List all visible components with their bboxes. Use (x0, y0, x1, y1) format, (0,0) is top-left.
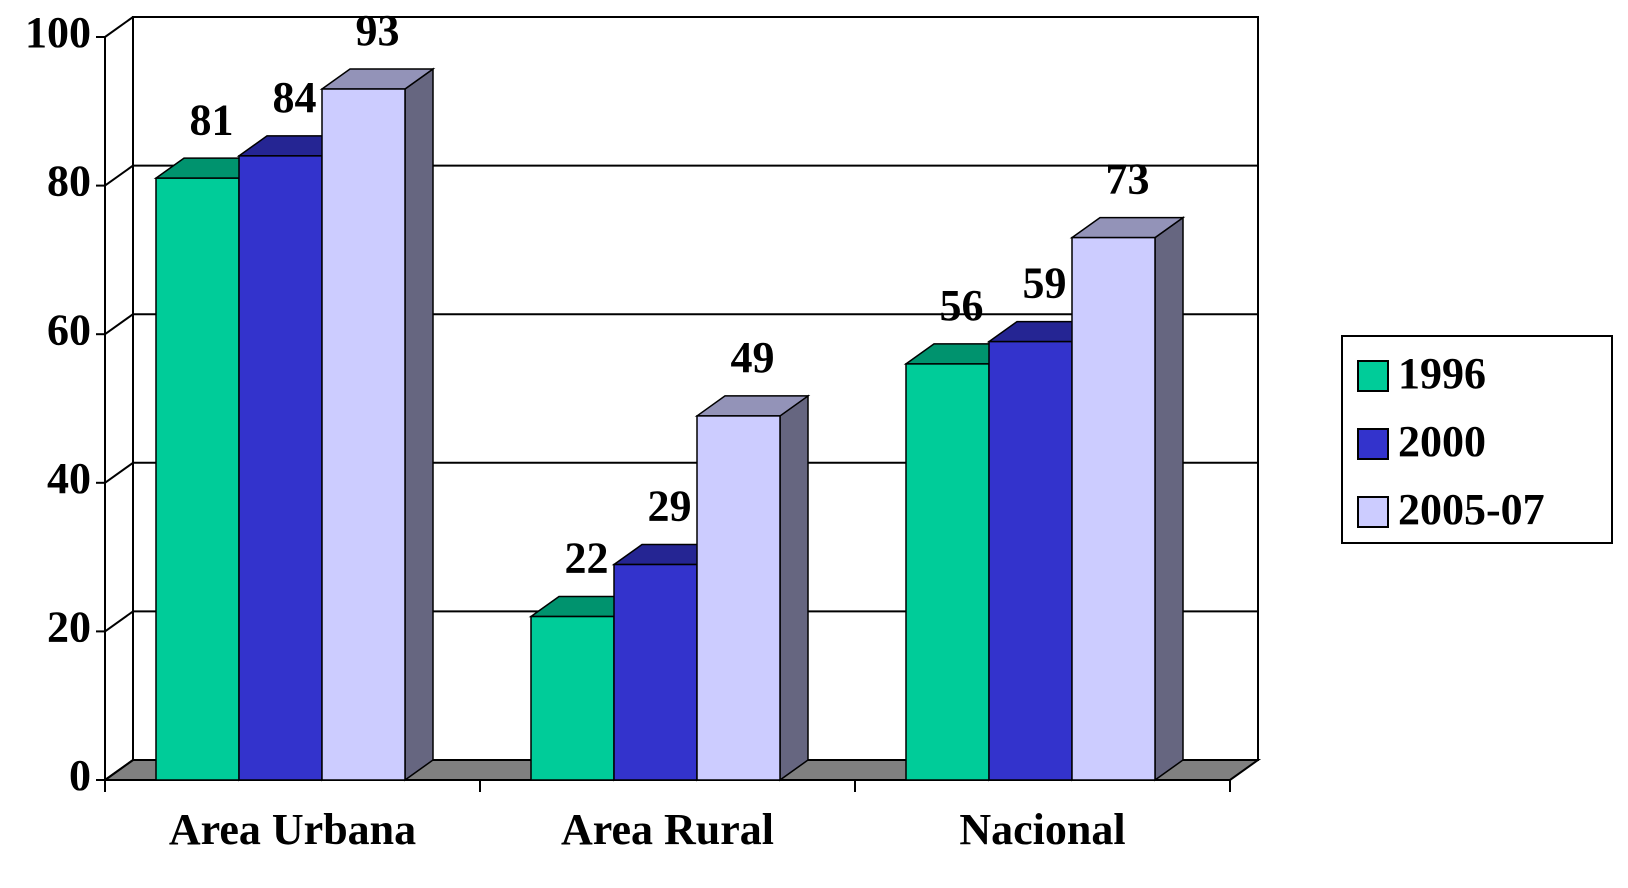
data-label: 59 (1023, 259, 1067, 308)
legend-swatch (1357, 360, 1389, 392)
x-tick-label: Area Urbana (169, 805, 416, 854)
y-tick-label: 40 (47, 454, 91, 503)
y-tick-label: 20 (47, 602, 91, 651)
data-label: 81 (190, 95, 234, 144)
bar (613, 563, 698, 781)
bar-side (1154, 216, 1184, 782)
y-tick-label: 60 (47, 305, 91, 354)
grid-line-depth (104, 461, 134, 484)
grid-line-depth (104, 610, 134, 633)
bar (696, 415, 781, 781)
y-tick-label: 80 (47, 157, 91, 206)
data-label: 49 (731, 333, 775, 382)
bar (321, 88, 406, 781)
legend-label: 1996 (1398, 349, 1486, 398)
bar-side (404, 67, 434, 782)
bar (530, 615, 615, 781)
legend-swatch (1357, 496, 1389, 528)
grid-line-depth (104, 164, 134, 187)
legend-swatch (1357, 428, 1389, 460)
x-tick-label: Area Rural (561, 805, 774, 854)
bar (155, 177, 240, 781)
data-label: 84 (273, 73, 317, 122)
bar (905, 363, 990, 781)
grid-line-depth (104, 759, 134, 781)
legend-label: 2000 (1398, 417, 1486, 466)
bar (238, 155, 323, 781)
data-label: 73 (1106, 155, 1150, 204)
data-label: 29 (648, 482, 692, 531)
bar-side (779, 394, 809, 782)
data-label: 22 (565, 534, 609, 583)
bar (988, 340, 1073, 781)
grid-line-depth (104, 313, 134, 336)
legend-label: 2005-07 (1398, 485, 1545, 534)
data-label: 56 (940, 281, 984, 330)
data-label: 93 (356, 6, 400, 55)
y-tick-label: 0 (69, 751, 91, 800)
grid-line-depth (104, 16, 134, 38)
bar (1071, 236, 1156, 781)
x-tick-label: Nacional (959, 805, 1125, 854)
y-tick-label: 100 (25, 8, 91, 57)
